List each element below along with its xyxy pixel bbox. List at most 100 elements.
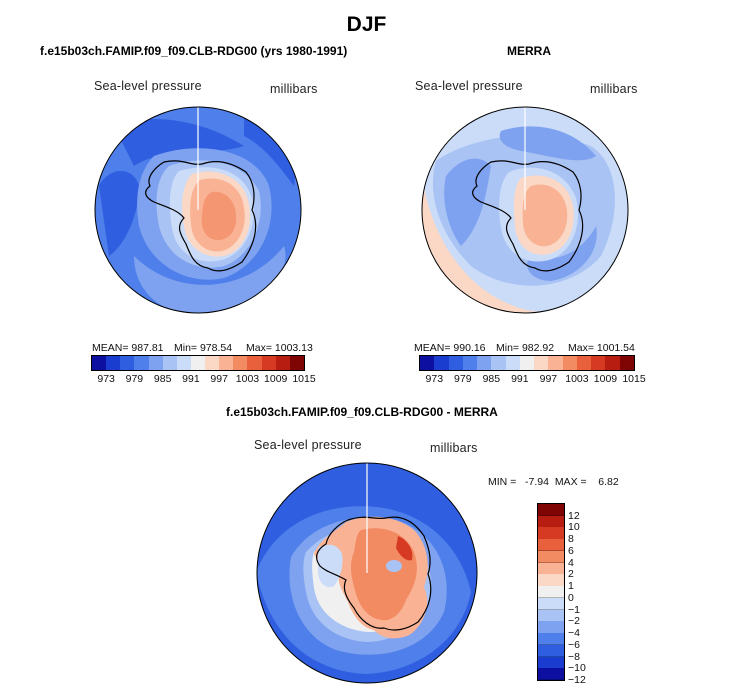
model-colorbar-swatch: [120, 356, 135, 370]
obs-colorbar-ticks: 973 979 985 991 997 1003 1009 1015: [420, 373, 646, 387]
obs-colorbar-swatch: [505, 356, 521, 370]
model-case-title: f.e15b03ch.FAMIP.f09_f09.CLB-RDG00 (yrs …: [40, 44, 348, 58]
obs-colorbar: [419, 355, 635, 371]
model-colorbar-swatch: [148, 356, 164, 370]
model-mean: MEAN= 987.81: [92, 342, 164, 354]
diff-case-title: f.e15b03ch.FAMIP.f09_f09.CLB-RDG00 - MER…: [226, 405, 498, 419]
diff-colorbar-swatch: [538, 527, 564, 540]
obs-colorbar-swatch: [462, 356, 478, 370]
diff-polar-map: [256, 462, 478, 684]
diff-colorbar-swatch: [538, 550, 564, 564]
diff-colorbar-swatch: [538, 621, 564, 634]
obs-case-title: MERRA: [507, 44, 551, 58]
model-colorbar: [91, 355, 305, 371]
diff-colorbar-tick-label: 8: [568, 533, 574, 546]
obs-colorbar-tick-label: 1009: [593, 373, 618, 385]
diff-variable-label: Sea-level pressure: [254, 438, 362, 452]
diff-colorbar-swatch: [538, 633, 564, 646]
model-colorbar-swatch: [162, 356, 178, 370]
model-colorbar-tick-label: 973: [97, 373, 115, 385]
obs-colorbar-swatch: [448, 356, 464, 370]
diff-colorbar-ticks: 12 10 8 6 4 2 1 0 −1 −2 −4 −6 −8 −10 −12: [568, 504, 598, 686]
model-colorbar-swatch: [190, 356, 206, 370]
model-max: Max= 1003.13: [246, 342, 313, 354]
obs-colorbar-swatch: [534, 356, 549, 370]
obs-polar-map: [421, 106, 629, 314]
obs-colorbar-swatch: [434, 356, 450, 370]
diff-colorbar-tick-label: −6: [568, 638, 580, 651]
diff-colorbar-tick-label: −8: [568, 650, 580, 663]
diff-colorbar: [537, 503, 565, 681]
diff-coastline: [316, 516, 432, 631]
model-field-982-south: [134, 246, 286, 313]
model-colorbar-swatch: [275, 356, 291, 370]
model-field-976-north: [114, 118, 244, 166]
diff-colorbar-tick-label: 2: [568, 568, 574, 581]
model-coastline: [145, 160, 257, 272]
diff-colorbar-swatch: [538, 609, 564, 622]
obs-colorbar-tick-label: 1003: [565, 373, 589, 385]
diff-colorbar-swatch: [538, 656, 564, 669]
obs-min: Min= 982.92: [496, 342, 555, 354]
obs-colorbar-tick-label: 991: [511, 373, 529, 385]
model-colorbar-tick-label: 979: [125, 373, 144, 385]
model-colorbar-swatch: [261, 356, 277, 370]
model-colorbar-swatch: [92, 356, 107, 370]
diff-field-peninsula: [318, 544, 343, 588]
obs-field-985-south: [527, 226, 597, 281]
diff-colorbar-swatch: [538, 597, 564, 611]
diff-field-plus6: [396, 536, 413, 561]
model-colorbar-swatch: [247, 356, 263, 370]
model-colorbar-swatch: [205, 356, 220, 370]
obs-colorbar-swatch: [576, 356, 592, 370]
diff-colorbar-swatch: [538, 644, 564, 658]
diff-colorbar-swatch: [538, 539, 564, 552]
diff-colorbar-swatch: [538, 668, 564, 681]
model-colorbar-tick-label: 1015: [292, 373, 316, 385]
obs-colorbar-tick-label: 1015: [622, 373, 646, 385]
diff-colorbar-tick-label: −12: [568, 674, 586, 686]
model-colorbar-tick-label: 1009: [264, 373, 288, 385]
diff-colorbar-tick-label: 10: [568, 521, 580, 534]
diff-colorbar-tick-label: 4: [568, 556, 574, 569]
diff-colorbar-tick-label: −10: [568, 662, 586, 675]
model-colorbar-swatch: [134, 356, 150, 370]
obs-mean: MEAN= 990.16: [414, 342, 486, 354]
obs-colorbar-swatch: [491, 356, 507, 370]
diff-colorbar-tick-label: −2: [568, 615, 580, 628]
diff-colorbar-tick-label: 0: [568, 591, 574, 604]
model-colorbar-swatch: [219, 356, 234, 370]
model-colorbar-tick-label: 997: [210, 373, 228, 385]
model-field-976-west: [99, 171, 139, 256]
diff-colorbar-swatch: [538, 586, 564, 599]
model-field-976-ne: [244, 111, 295, 186]
model-colorbar-swatch: [289, 356, 305, 370]
diff-minmax: MIN = -7.94 MAX = 6.82: [488, 476, 619, 488]
diff-map-border: [256, 462, 478, 684]
diff-colorbar-tick-label: −4: [568, 627, 580, 640]
obs-field-997: [522, 184, 568, 247]
model-colorbar-tick-label: 991: [182, 373, 200, 385]
obs-colorbar-tick-label: 985: [482, 373, 501, 385]
obs-field-985-west: [444, 158, 491, 246]
model-min: Min= 978.54: [174, 342, 233, 354]
obs-colorbar-swatch: [562, 356, 578, 370]
model-polar-map: [94, 106, 302, 314]
obs-colorbar-tick-label: 979: [454, 373, 472, 385]
model-colorbar-swatch: [106, 356, 121, 370]
obs-colorbar-swatch: [519, 356, 535, 370]
diff-colorbar-swatch: [538, 504, 564, 517]
diff-colorbar-swatch: [538, 562, 564, 575]
model-colorbar-tick-label: 985: [153, 373, 172, 385]
model-colorbar-ticks: 973 979 985 991 997 1003 1009 1015: [92, 373, 315, 387]
diff-colorbar-tick-label: 1: [568, 580, 574, 593]
diff-colorbar-swatch: [538, 574, 564, 587]
obs-coastline: [472, 160, 584, 272]
obs-colorbar-swatch: [605, 356, 621, 370]
diff-units-label: millibars: [430, 441, 478, 455]
model-field-1000: [201, 191, 237, 240]
obs-colorbar-tick-label: 997: [539, 373, 558, 385]
obs-colorbar-tick-label: 973: [425, 373, 444, 385]
obs-map-border: [421, 106, 629, 314]
obs-colorbar-swatch: [477, 356, 492, 370]
